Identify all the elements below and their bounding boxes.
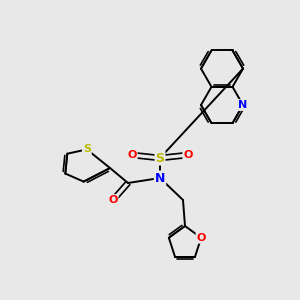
Text: S: S (155, 152, 164, 164)
Text: O: O (196, 233, 206, 243)
Text: S: S (83, 144, 91, 154)
Text: N: N (238, 100, 247, 110)
Text: O: O (127, 150, 137, 160)
Text: O: O (183, 150, 193, 160)
Text: O: O (108, 195, 118, 205)
Text: N: N (155, 172, 165, 184)
